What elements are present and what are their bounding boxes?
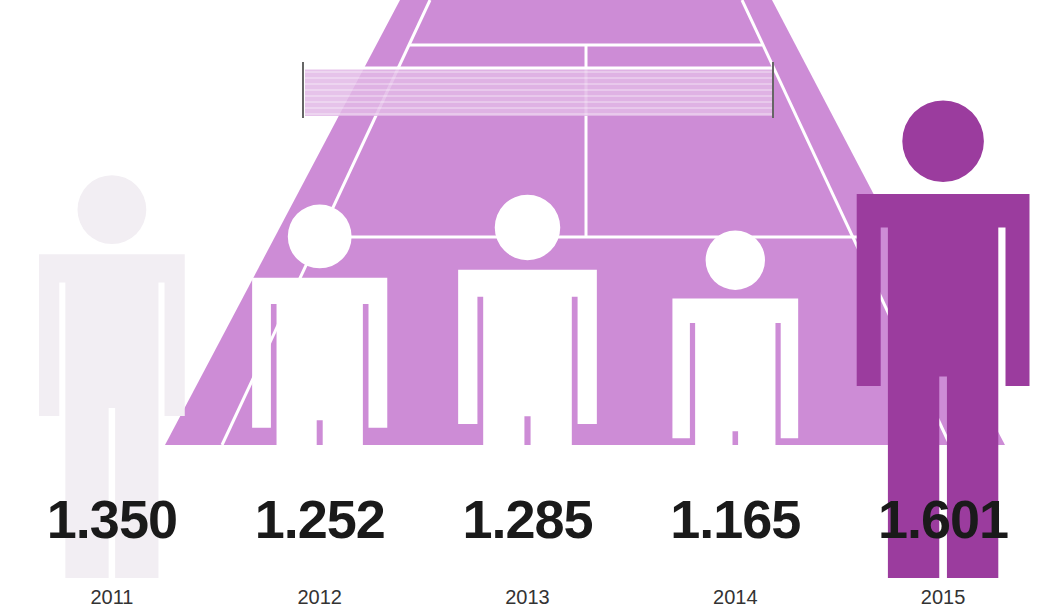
net-post: [302, 62, 304, 118]
net-line: [305, 72, 773, 73]
x-tick-label: 2013: [505, 586, 550, 608]
net-line: [305, 102, 773, 103]
data-labels: 1.350 1.252 1.285 1.165 1.601: [47, 489, 1008, 549]
net-line: [305, 78, 773, 79]
chart: 1.3501.2521.2851.1651.601201120122013201…: [0, 0, 1055, 615]
data-label: 1.350: [47, 489, 177, 549]
data-label: 1.165: [670, 489, 800, 549]
person-bar: [252, 205, 387, 578]
x-tick-label: 2011: [90, 586, 133, 608]
net-line: [305, 108, 773, 109]
net: [305, 68, 773, 116]
net-line: [305, 84, 773, 85]
net-top: [305, 67, 773, 70]
net-line: [305, 96, 773, 97]
person-bar: [39, 175, 185, 578]
person-bar: [857, 100, 1030, 578]
person-bar: [458, 195, 597, 578]
data-label: 1.252: [255, 489, 385, 549]
data-label: 1.601: [878, 489, 1008, 549]
net-line: [305, 114, 773, 115]
x-tick-label: 2015: [921, 586, 966, 608]
data-label: 1.285: [462, 489, 592, 549]
x-tick-label: 2014: [713, 586, 758, 608]
x-tick-label: 2012: [297, 586, 342, 608]
net-post: [772, 62, 774, 118]
x-tick-labels: 2011 2012 2013 2014 2015: [90, 586, 965, 608]
marks: [39, 100, 1029, 578]
net-line: [305, 90, 773, 91]
